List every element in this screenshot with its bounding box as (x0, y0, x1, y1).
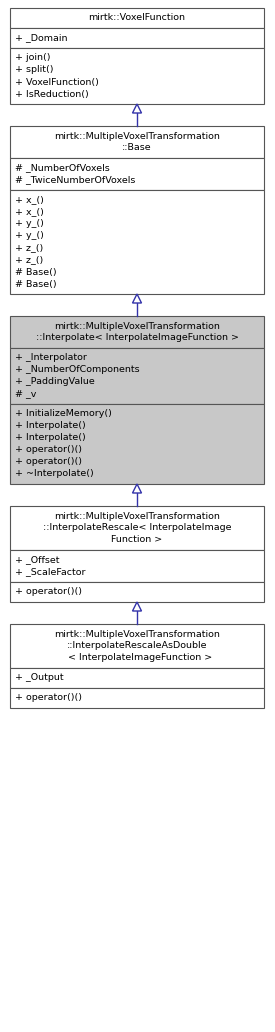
Text: mirtk::VoxelFunction: mirtk::VoxelFunction (89, 13, 186, 23)
Text: + VoxelFunction(): + VoxelFunction() (15, 77, 99, 87)
Text: + split(): + split() (15, 65, 54, 74)
Bar (10, 49, 264, 104)
Text: + Interpolate(): + Interpolate() (15, 433, 86, 443)
Text: mirtk::MultipleVoxelTransformation
::InterpolateRescaleAsDouble
  < InterpolateI: mirtk::MultipleVoxelTransformation ::Int… (54, 631, 220, 662)
Text: # Base(): # Base() (15, 267, 57, 277)
Bar (10, 668, 264, 688)
Bar (10, 348, 264, 404)
Text: + InitializeMemory(): + InitializeMemory() (15, 410, 112, 419)
Text: + _NumberOfComponents: + _NumberOfComponents (15, 365, 140, 375)
Text: + Interpolate(): + Interpolate() (15, 421, 86, 430)
Text: + operator()(): + operator()() (15, 446, 82, 454)
Bar (10, 190, 264, 294)
Bar (10, 506, 264, 550)
Polygon shape (133, 602, 142, 611)
Text: + _ScaleFactor: + _ScaleFactor (15, 568, 86, 577)
Bar (10, 688, 264, 708)
Text: + operator()(): + operator()() (15, 587, 82, 596)
Text: + z_(): + z_() (15, 256, 43, 264)
Text: + _Output: + _Output (15, 674, 64, 682)
Text: + operator()(): + operator()() (15, 457, 82, 466)
Text: + join(): + join() (15, 54, 51, 63)
Bar (10, 28, 264, 49)
Bar (10, 158, 264, 190)
Text: + x_(): + x_() (15, 207, 44, 217)
Text: mirtk::MultipleVoxelTransformation
::InterpolateRescale< InterpolateImage
Functi: mirtk::MultipleVoxelTransformation ::Int… (43, 513, 231, 544)
Text: mirtk::MultipleVoxelTransformation
::Base: mirtk::MultipleVoxelTransformation ::Bas… (54, 132, 220, 152)
Text: + x_(): + x_() (15, 195, 44, 204)
Text: mirtk::MultipleVoxelTransformation
::Interpolate< InterpolateImageFunction >: mirtk::MultipleVoxelTransformation ::Int… (35, 322, 238, 342)
Text: # _NumberOfVoxels: # _NumberOfVoxels (15, 163, 110, 172)
Text: # Base(): # Base() (15, 280, 57, 289)
Text: + y_(): + y_() (15, 220, 44, 228)
Bar (10, 126, 264, 158)
Text: + IsReduction(): + IsReduction() (15, 90, 89, 98)
Text: + z_(): + z_() (15, 244, 43, 253)
Text: + _Domain: + _Domain (15, 33, 67, 42)
Bar (10, 8, 264, 28)
Bar (10, 550, 264, 582)
Bar (10, 404, 264, 484)
Text: + ~Interpolate(): + ~Interpolate() (15, 470, 94, 479)
Polygon shape (133, 484, 142, 493)
Text: + y_(): + y_() (15, 231, 44, 240)
Text: # _v: # _v (15, 389, 36, 398)
Polygon shape (133, 294, 142, 303)
Bar (10, 624, 264, 668)
Text: + operator()(): + operator()() (15, 694, 82, 703)
Text: + _Offset: + _Offset (15, 555, 59, 565)
Bar (10, 316, 264, 348)
Text: # _TwiceNumberOfVoxels: # _TwiceNumberOfVoxels (15, 175, 135, 185)
Text: + _Interpolator: + _Interpolator (15, 354, 87, 362)
Bar (10, 582, 264, 602)
Polygon shape (133, 104, 142, 112)
Text: + _PaddingValue: + _PaddingValue (15, 378, 95, 387)
